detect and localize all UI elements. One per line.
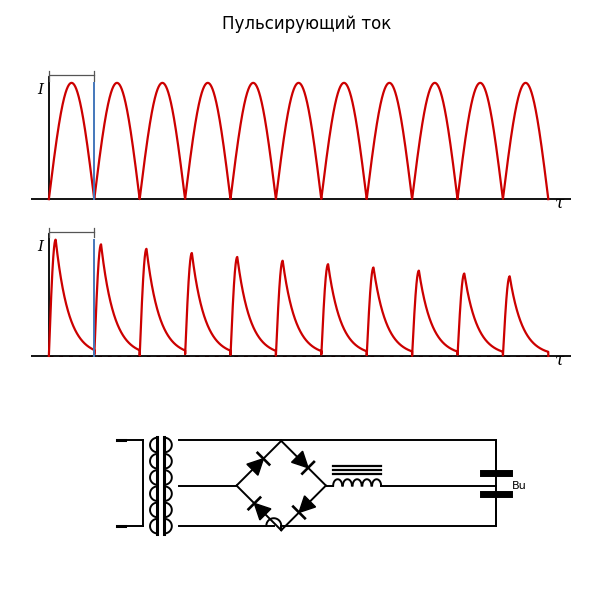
Polygon shape bbox=[254, 504, 271, 520]
Text: τ: τ bbox=[555, 194, 564, 211]
Text: τ: τ bbox=[555, 351, 564, 368]
Polygon shape bbox=[299, 496, 316, 513]
Text: Пульсирующий ток: Пульсирующий ток bbox=[222, 15, 392, 33]
Text: Вu: Вu bbox=[512, 481, 527, 491]
Text: I: I bbox=[37, 240, 44, 254]
Polygon shape bbox=[247, 459, 263, 475]
Text: I: I bbox=[37, 83, 44, 98]
Polygon shape bbox=[292, 451, 308, 468]
